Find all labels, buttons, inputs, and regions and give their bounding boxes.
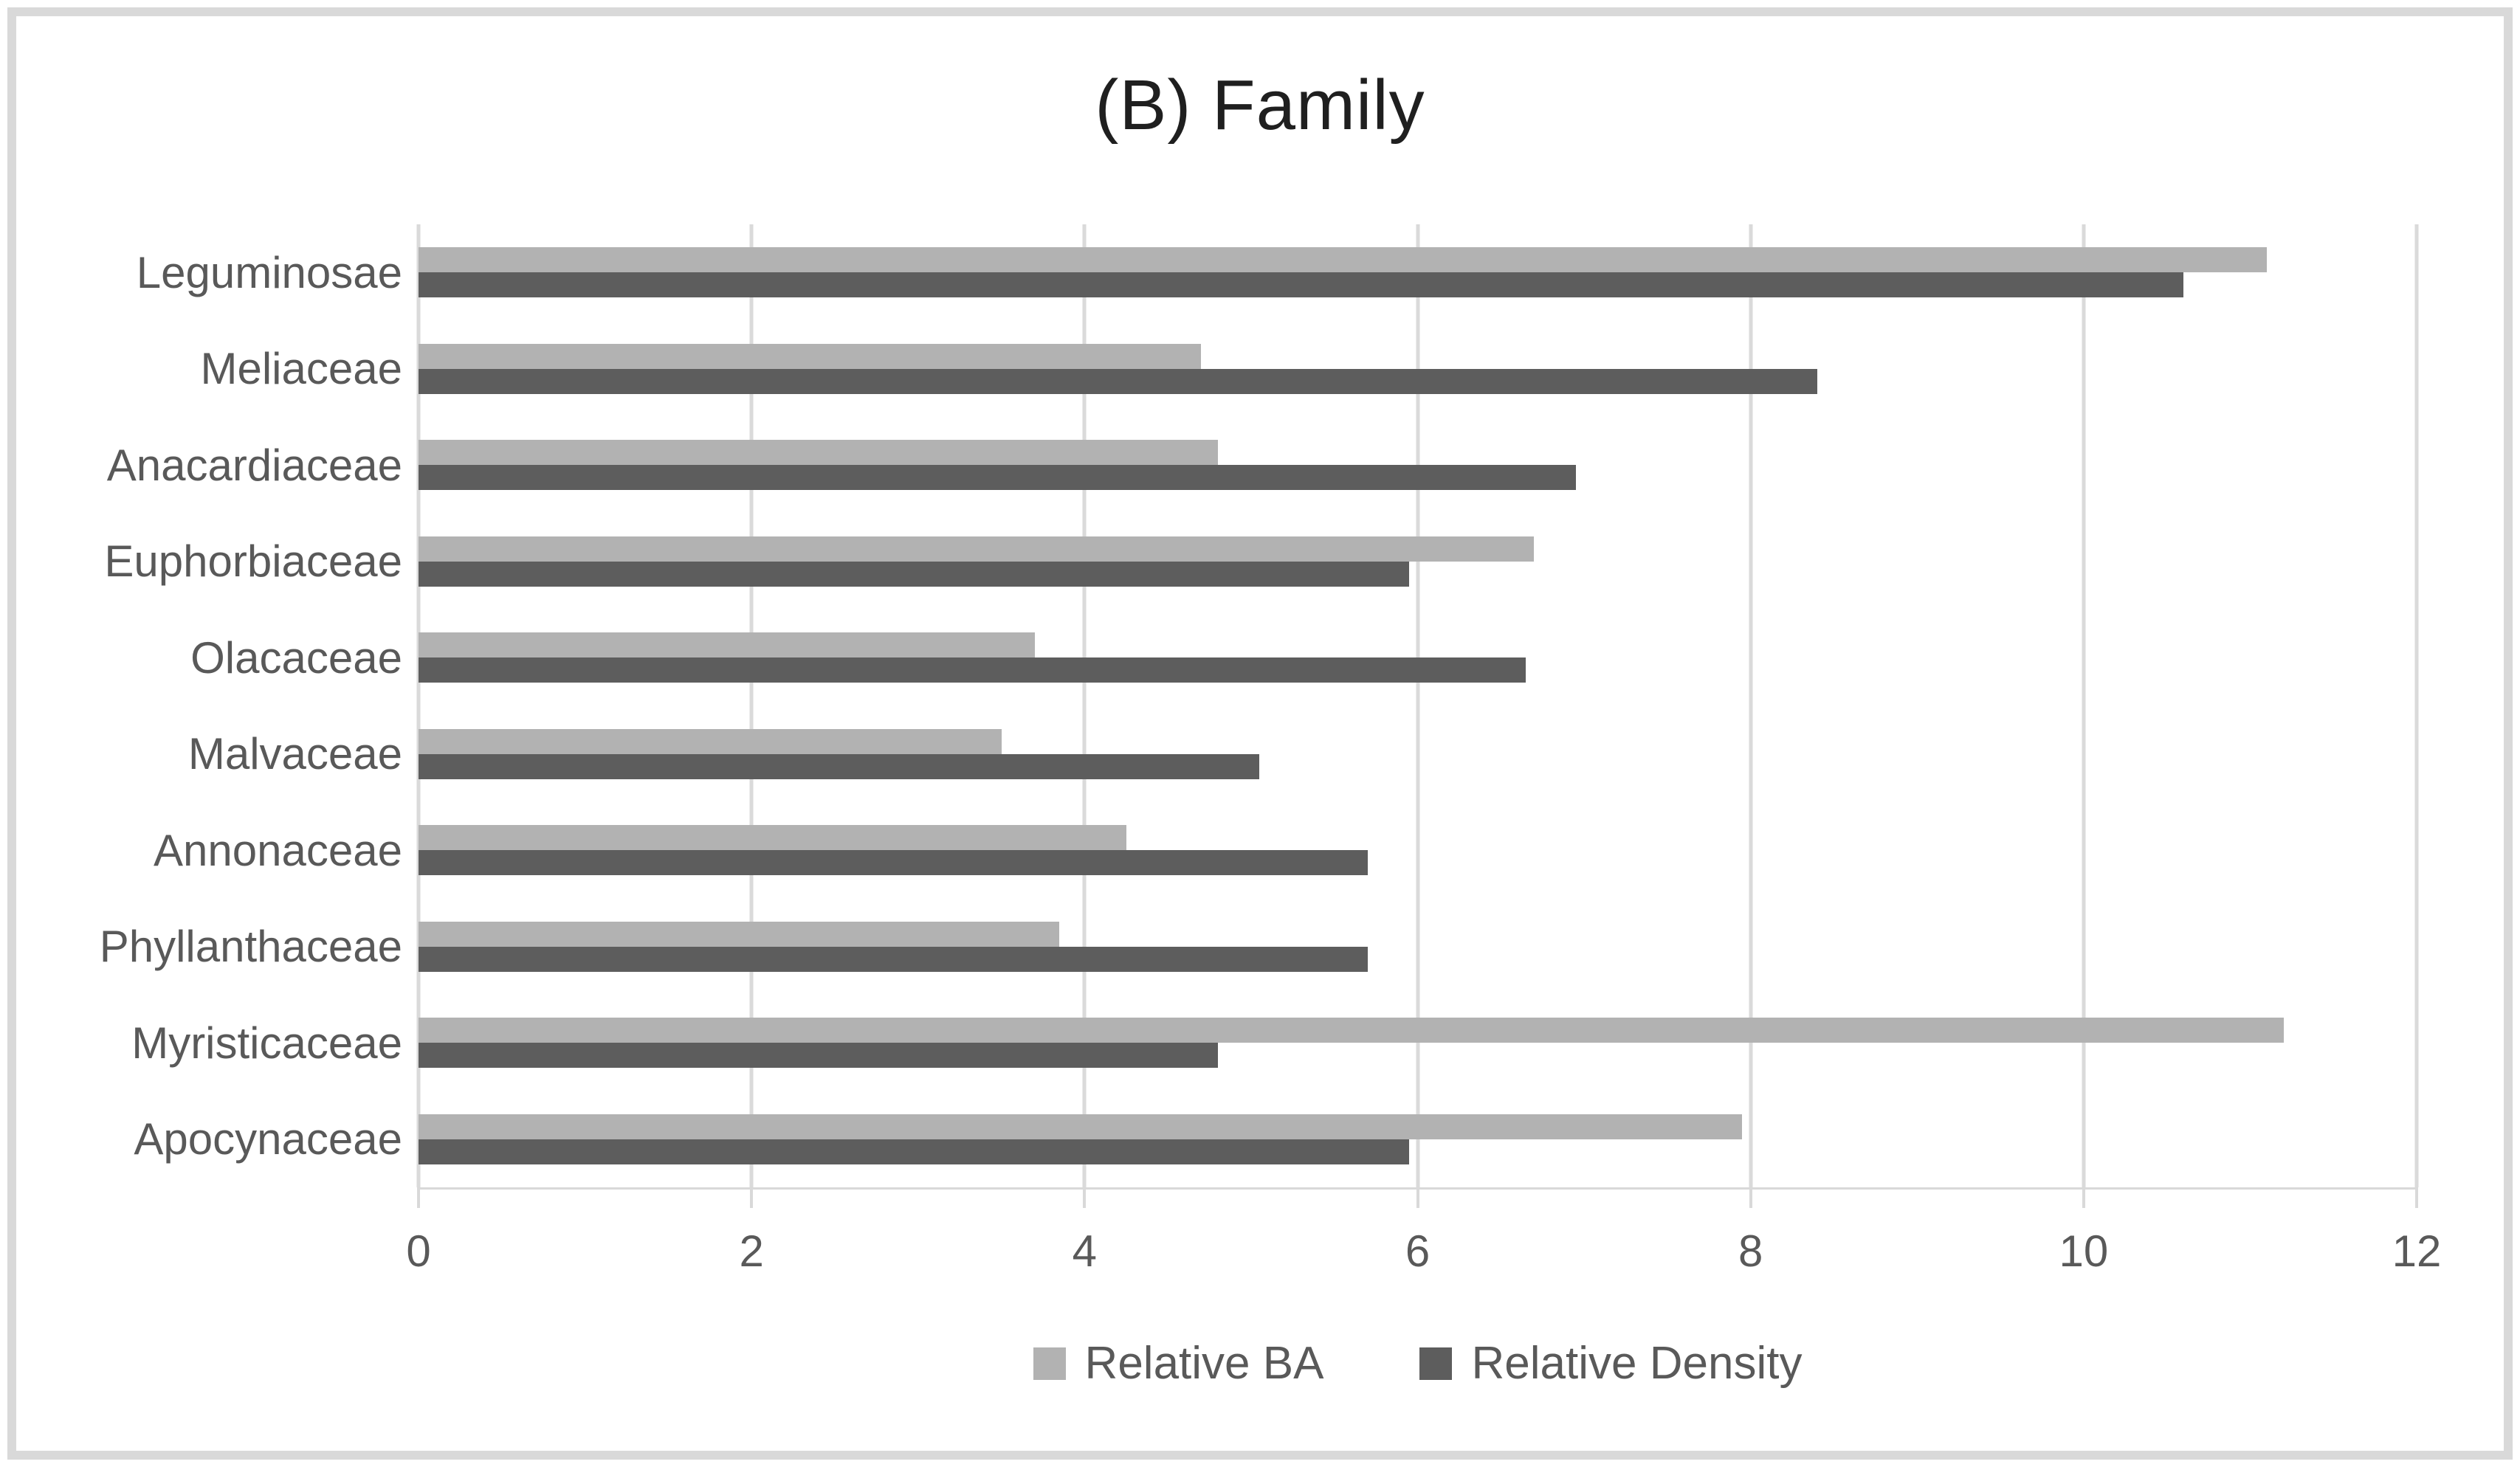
bar-relative-density — [419, 657, 1526, 683]
chart-row — [419, 706, 2417, 803]
bar-relative-ba — [419, 632, 1035, 658]
axis-tick — [1083, 1187, 1087, 1208]
chart-row — [419, 899, 2417, 995]
gridline — [749, 224, 754, 1187]
gridline — [2082, 224, 2086, 1187]
chart-row — [419, 321, 2417, 418]
axis-tick — [417, 1187, 420, 1208]
axis-tick — [750, 1187, 754, 1208]
bar-relative-density — [419, 946, 1368, 972]
chart-row — [419, 610, 2417, 706]
bar-relative-ba — [419, 343, 1202, 369]
axis-tick — [1749, 1187, 1752, 1208]
category-label: Myristicaceae — [131, 1018, 402, 1068]
bar-relative-density — [419, 1139, 1410, 1164]
bar-relative-ba — [419, 1018, 2284, 1043]
category-label: Phyllanthaceae — [99, 922, 402, 972]
bar-relative-density — [419, 1043, 1218, 1069]
axis-tick — [2082, 1187, 2085, 1208]
legend-swatch-relative-density — [1419, 1347, 1453, 1380]
axis-tick-label: 2 — [739, 1226, 764, 1276]
legend-label-relative-ba: Relative BA — [1084, 1338, 1324, 1389]
gridline — [1416, 224, 1419, 1187]
legend: Relative BA Relative Density — [419, 1337, 2417, 1390]
category-label: Annonaceae — [154, 825, 402, 875]
bar-relative-ba — [419, 728, 1002, 754]
legend-item-relative-ba: Relative BA — [1033, 1337, 1324, 1390]
axis-tick-label: 4 — [1072, 1226, 1098, 1276]
plot-area: 0 2 4 6 8 10 12 — [406, 224, 2441, 1276]
bar-relative-density — [419, 850, 1368, 876]
axis-tick-label: 6 — [1405, 1226, 1431, 1276]
gridline — [1749, 224, 1753, 1187]
axis-tick-label: 0 — [406, 1226, 431, 1276]
gridline — [1082, 224, 1087, 1187]
legend-swatch-relative-ba — [1033, 1347, 1066, 1380]
chart-row — [419, 417, 2417, 514]
bar-relative-density — [419, 368, 1817, 394]
bar-relative-density — [419, 465, 1576, 491]
axis-tick — [1416, 1187, 1419, 1208]
category-label: Meliaceae — [200, 344, 403, 394]
bar-relative-density — [419, 753, 1260, 779]
bar-relative-density — [419, 272, 2184, 298]
bar-relative-ba — [419, 247, 2267, 273]
legend-item-relative-density: Relative Density — [1419, 1337, 1802, 1390]
bar-relative-ba — [419, 825, 1126, 851]
gridline — [416, 224, 421, 1187]
chart-row — [419, 224, 2417, 321]
axis-tick — [2415, 1187, 2418, 1208]
category-label: Euphorbiaceae — [104, 536, 402, 587]
chart-title: (B) Family — [1095, 66, 1425, 145]
category-labels: Leguminosae Meliaceae Anacardiaceae Euphorb… — [16, 224, 402, 1187]
bar-relative-ba — [419, 921, 1060, 947]
category-label: Apocynaceae — [134, 1114, 402, 1164]
category-label: Olacaceae — [190, 632, 402, 683]
category-label: Leguminosae — [136, 247, 402, 297]
bar-relative-ba — [419, 1114, 1743, 1139]
chart-row — [419, 514, 2417, 610]
chart-row — [419, 1091, 2417, 1188]
chart-row — [419, 802, 2417, 899]
axis-tick-label: 12 — [2392, 1226, 2442, 1276]
category-label: Anacardiaceae — [106, 440, 402, 490]
bar-relative-ba — [419, 440, 1218, 466]
chart-row — [419, 995, 2417, 1091]
legend-label-relative-density: Relative Density — [1471, 1338, 1803, 1389]
axis-tick-label: 8 — [1738, 1226, 1763, 1276]
bar-relative-density — [419, 561, 1410, 587]
gridline — [2414, 224, 2419, 1187]
category-label: Malvaceae — [187, 729, 402, 779]
bar-relative-ba — [419, 536, 1535, 562]
axis-tick-label: 10 — [2059, 1226, 2109, 1276]
